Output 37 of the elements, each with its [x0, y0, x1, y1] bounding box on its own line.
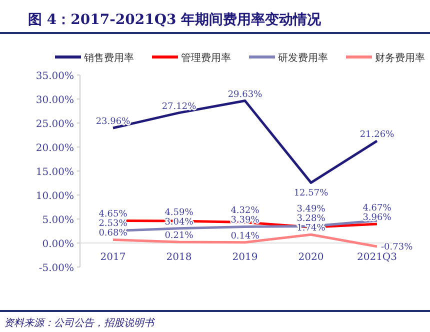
y-tick-label: 15.00%	[36, 167, 74, 178]
data-label: 2.53%	[98, 219, 128, 230]
y-tick-label: 5.00%	[42, 215, 74, 226]
data-label: 0.14%	[230, 231, 260, 242]
data-label: 3.49%	[296, 204, 326, 215]
y-tick-label: 25.00%	[36, 119, 74, 130]
data-label: 4.59%	[164, 208, 194, 218]
y-tick-label: -5.00%	[38, 263, 74, 274]
y-tick-label: 30.00%	[36, 95, 74, 106]
data-label: 23.96%	[96, 116, 131, 127]
data-label: 0.21%	[164, 230, 194, 241]
legend-label: 管理费用率	[181, 52, 231, 64]
legend-label: 研发费用率	[278, 52, 328, 64]
data-label: 29.63%	[228, 90, 263, 100]
data-label: 12.57%	[294, 188, 329, 199]
data-label: 4.32%	[230, 206, 260, 216]
chart-title: 图 4：2017-2021Q3 年期间费用率变动情况	[28, 11, 322, 28]
legend-label: 财务费用率	[375, 52, 425, 64]
data-label: 4.65%	[98, 210, 128, 220]
x-tick-label: 2020	[298, 252, 324, 263]
data-label: -0.73%	[381, 242, 414, 253]
data-label: 27.12%	[162, 102, 197, 112]
x-tick-label: 2019	[232, 252, 258, 263]
data-label: 4.67%	[362, 203, 392, 214]
x-tick-label: 2018	[166, 252, 192, 263]
y-tick-label: 0.00%	[42, 239, 74, 250]
data-label: 0.68%	[98, 228, 128, 239]
data-label: 3.96%	[362, 212, 392, 223]
x-tick-label: 2017	[100, 252, 126, 263]
data-label: 3.28%	[296, 214, 326, 224]
y-tick-label: 10.00%	[36, 191, 74, 202]
x-tick-label: 2021Q3	[356, 252, 398, 263]
y-tick-label: 20.00%	[36, 143, 74, 154]
y-tick-label: 35.00%	[36, 71, 74, 82]
legend-label: 销售费用率	[83, 52, 134, 64]
data-label: 21.26%	[360, 130, 395, 140]
text: 资料来源：公司公告，招股说明书	[4, 317, 155, 329]
